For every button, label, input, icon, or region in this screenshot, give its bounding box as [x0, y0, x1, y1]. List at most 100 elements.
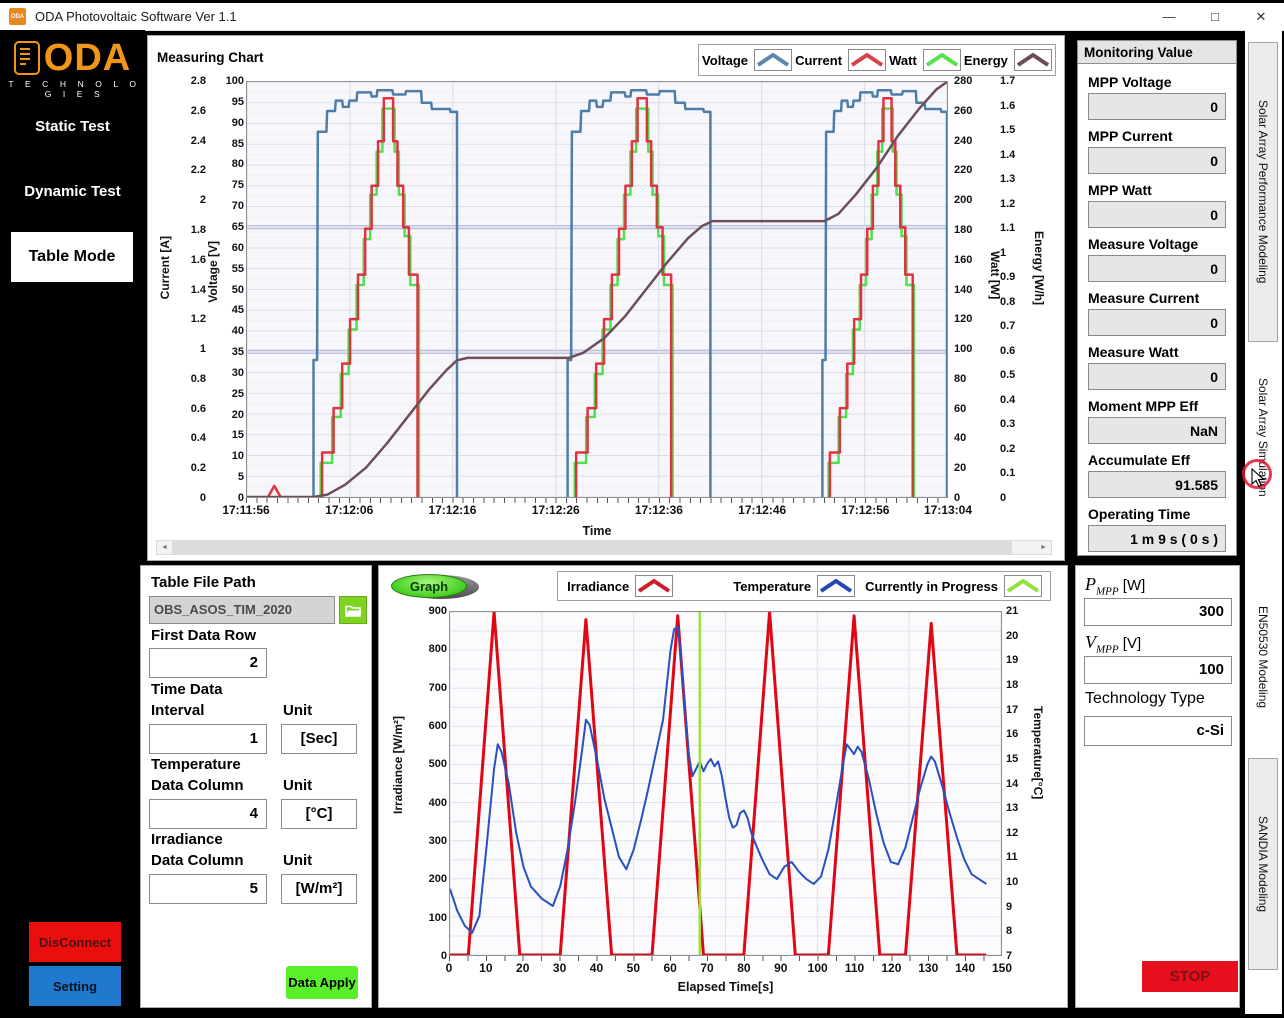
legend-item-currently-in-progress: Currently in Progress: [865, 575, 1042, 597]
tick-label: 35: [232, 346, 244, 358]
irradiance-column-input[interactable]: 5: [149, 874, 267, 904]
graph-button[interactable]: Graph: [391, 573, 479, 600]
voltage-axis-title: Voltage [V]: [206, 241, 220, 303]
tick-label: 300: [429, 835, 447, 847]
tick-label: 900: [429, 605, 447, 617]
measure-current-value: 0: [1088, 309, 1226, 336]
elapsed-chart-plot[interactable]: [449, 611, 1002, 956]
scrollbar-left-arrow-icon[interactable]: ◄: [157, 541, 172, 554]
irradiance-axis-title: Irradiance [W/m²]: [391, 716, 405, 814]
legend-label: Voltage: [702, 53, 748, 68]
pmpp-input[interactable]: 300: [1084, 598, 1232, 626]
tick-label: 0.4: [191, 432, 206, 444]
tick-label: 1.5: [1000, 124, 1015, 136]
tick-label: 9: [1006, 901, 1012, 913]
tick-label: 0.6: [1000, 345, 1015, 357]
maximize-button[interactable]: □: [1192, 3, 1238, 30]
tick-label: 140: [955, 961, 975, 975]
graph-button-face[interactable]: Graph: [391, 574, 467, 598]
tick-label: 17:11:56: [222, 503, 269, 517]
tick-label: 0.8: [191, 373, 206, 385]
tab-solar-array-performance-modeling[interactable]: Solar Array Performance Modeling: [1248, 42, 1278, 342]
time-unit-value: [Sec]: [281, 724, 357, 754]
elapsed-chart-svg: [450, 612, 1001, 955]
table-file-path-input[interactable]: OBS_ASOS_TIM_2020: [149, 596, 335, 624]
measuring-chart-plot[interactable]: [246, 81, 948, 498]
disconnect-button[interactable]: DisConnect: [29, 922, 121, 962]
tick-label: 30: [553, 961, 566, 975]
first-data-row-input[interactable]: 2: [149, 648, 267, 678]
time-interval-label: Interval: [151, 702, 204, 719]
tick-label: 130: [918, 961, 938, 975]
window-title: ODA Photovoltaic Software Ver 1.1: [35, 9, 237, 24]
tick-label: 0: [1000, 492, 1006, 504]
tab-label: SANDIA Modeling: [1256, 816, 1270, 912]
monitoring-body: MPP Voltage 0 MPP Current 0 MPP Watt 0 M…: [1078, 64, 1236, 552]
setting-button[interactable]: Setting: [29, 966, 121, 1006]
sidebar-item-static-test[interactable]: Static Test: [0, 118, 145, 135]
tab-sandia-modeling[interactable]: SANDIA Modeling: [1248, 758, 1278, 970]
tick-label: 21: [1006, 605, 1018, 617]
tick-label: 40: [590, 961, 603, 975]
sidebar-item-table-mode[interactable]: Table Mode: [11, 232, 133, 282]
current-axis-ticks: 00.20.40.60.811.21.41.61.822.22.42.62.8: [176, 81, 206, 498]
tick-label: 180: [954, 224, 972, 236]
tick-label: 0.2: [191, 462, 206, 474]
tick-label: 17:12:06: [325, 503, 373, 517]
elapsed-axis-ticks: 0102030405060708090100110120130140150: [449, 961, 1002, 977]
energy-legend-icon: [1014, 49, 1052, 71]
temperature-column-input[interactable]: 4: [149, 799, 267, 829]
tick-label: 8: [1006, 925, 1012, 937]
tick-label: 0.8: [1000, 296, 1015, 308]
technology-type-label: Technology Type: [1085, 690, 1205, 708]
tick-label: 500: [429, 758, 447, 770]
tick-label: 12: [1006, 827, 1018, 839]
table-file-panel: Table File Path OBS_ASOS_TIM_2020 First …: [140, 565, 372, 1008]
temperature-axis-title: Temperature[°C]: [1031, 706, 1045, 799]
time-interval-input[interactable]: 1: [149, 724, 267, 754]
minimize-button[interactable]: —: [1146, 3, 1192, 30]
close-button[interactable]: ✕: [1238, 3, 1284, 30]
tick-label: 14: [1006, 778, 1018, 790]
oda-logo: ODA T E C H N O L O G I E S: [0, 30, 145, 99]
tick-label: 80: [954, 373, 966, 385]
tick-label: 40: [232, 325, 244, 337]
tick-label: 240: [954, 135, 972, 147]
legend-label: Currently in Progress: [865, 579, 998, 594]
window-controls: — □ ✕: [1146, 3, 1284, 30]
vmpp-input[interactable]: 100: [1084, 656, 1232, 684]
tab-en50530-modeling[interactable]: EN50530 Modeling: [1248, 562, 1278, 752]
scrollbar-thumb[interactable]: [172, 541, 1012, 554]
measuring-chart-svg: [247, 82, 947, 497]
mouse-cursor-icon: [1251, 468, 1265, 488]
voltage-legend-icon: [754, 49, 792, 71]
tick-label: 140: [954, 284, 972, 296]
tick-label: 5: [238, 471, 244, 483]
time-axis-ticks: 17:11:5617:12:0617:12:1617:12:2617:12:36…: [246, 503, 948, 519]
elapsed-legend: Irradiance Temperature Currently in Prog…: [557, 571, 1051, 601]
tick-label: 17:12:36: [635, 503, 683, 517]
temperature-label: Temperature: [151, 756, 241, 773]
data-apply-button[interactable]: Data Apply: [286, 966, 358, 999]
stop-button[interactable]: STOP: [1142, 961, 1238, 992]
oda-logo-subtext: T E C H N O L O G I E S: [0, 79, 145, 99]
tick-label: 17:12:56: [841, 503, 889, 517]
measure-current-label: Measure Current: [1088, 290, 1226, 306]
tick-label: 800: [429, 643, 447, 655]
technology-type-input[interactable]: c-Si: [1084, 716, 1232, 746]
tick-label: 90: [774, 961, 787, 975]
sidebar-item-dynamic-test[interactable]: Dynamic Test: [0, 183, 145, 200]
tick-label: 17:13:04: [924, 503, 972, 517]
tick-label: 700: [429, 682, 447, 694]
tick-label: 10: [1006, 876, 1018, 888]
temperature-unit-label: Unit: [283, 777, 312, 794]
measure-watt-label: Measure Watt: [1088, 344, 1226, 360]
tab-label: Solar Array Performance Modeling: [1256, 100, 1270, 283]
tick-label: 1.1: [1000, 222, 1015, 234]
chart-horizontal-scrollbar[interactable]: ◄ ►: [156, 540, 1052, 555]
browse-folder-button[interactable]: [339, 596, 367, 624]
tick-label: 1.4: [1000, 149, 1015, 161]
operating-time-label: Operating Time: [1088, 506, 1226, 522]
tab-solar-array-simulation[interactable]: Solar Array Simulation: [1248, 352, 1278, 522]
scrollbar-right-arrow-icon[interactable]: ►: [1036, 541, 1051, 554]
